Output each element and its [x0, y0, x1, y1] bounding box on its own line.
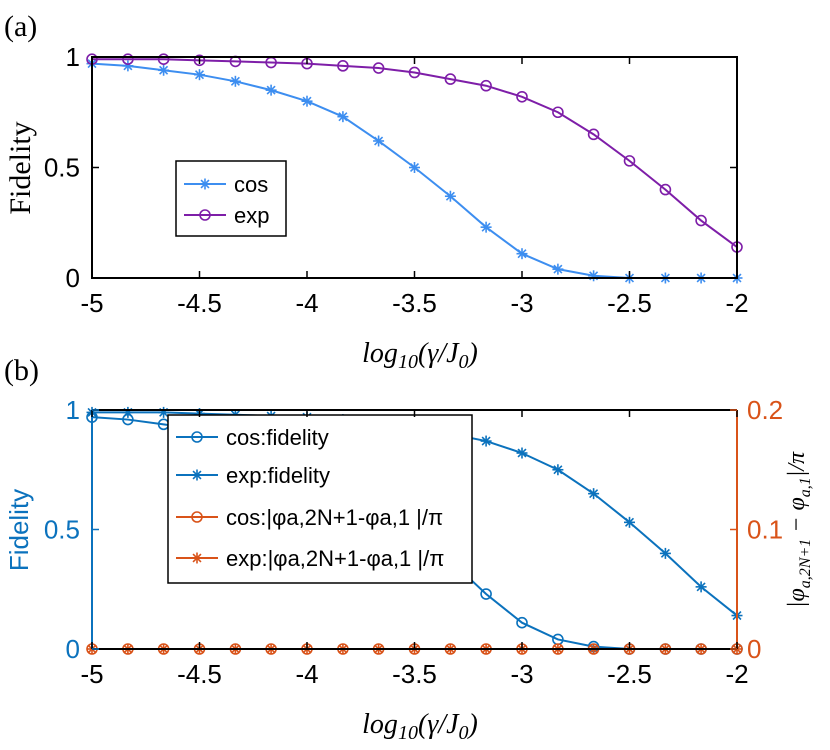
legend-marker-exp [199, 209, 211, 221]
panel-b-point-1-2 [158, 406, 170, 418]
panel-a-point-cos-6 [301, 95, 313, 107]
panel-a-point-exp-11 [480, 79, 492, 92]
panel-b-ytick-right-label: 0 [747, 634, 761, 664]
panel-a-point-exp-8 [372, 62, 385, 74]
panel-a-point-exp-15 [623, 155, 636, 167]
panel-a-point-exp-3 [193, 54, 206, 67]
panel-b-point-1-17 [695, 581, 707, 593]
legend-marker-symbol-exp [199, 209, 211, 221]
panel-a-ytick-label: 0 [66, 263, 80, 293]
panel-a-point-cos-10 [444, 190, 456, 202]
panel-a-xtick-label: -5 [80, 288, 103, 318]
panel-b-ytick-right-label: 0.1 [747, 515, 783, 545]
panel-a-legend-box [175, 160, 287, 237]
panel-b-xlabel: log10(γ/J0) [362, 709, 478, 744]
panel-a-point-exp-1 [122, 53, 134, 66]
panel-b-point-1-11 [480, 435, 492, 447]
panel-b-label: (b) [4, 354, 39, 387]
panel-a-ylabel: Fidelity [4, 121, 37, 214]
panel-a-xtick-label: -3.5 [392, 288, 437, 318]
panel-b-point-1-1 [122, 406, 134, 418]
panel-a: (a) Fidelity -5 -4.5 -4 -3.5 -3 -2.5 -2 0 0.5 1 l… [4, 10, 749, 373]
legend-label-exp: exp [234, 203, 269, 228]
panel-b-legend: cos:fidelity exp:fidelity cos:|φa,2N+1-φa,… [167, 414, 473, 584]
panel-b-point-0-12 [516, 616, 528, 629]
panel-a-point-cos-14 [588, 270, 600, 282]
panel-b: (b) Fidelity |φa,2N+1 − φa,1|/π cos:fide… [4, 354, 814, 744]
panel-b-legend-marker-2 [191, 511, 203, 523]
panel-a-point-exp-9 [408, 66, 421, 79]
panel-a-point-exp-14 [587, 128, 600, 141]
panel-a-point-cos-13 [552, 263, 564, 275]
panel-b-xtick-label: -2.5 [607, 659, 652, 689]
panel-a-xtick-label: -4.5 [177, 288, 222, 318]
panel-b-ytick-left-label: 1 [66, 395, 80, 425]
panel-b-xtick-label: -4 [295, 659, 318, 689]
panel-b-xtick-label: -3 [510, 659, 533, 689]
panel-a-xtick-label: -2.5 [607, 288, 652, 318]
panel-a-point-exp-12 [516, 90, 528, 103]
panel-a-point-cos-12 [516, 248, 528, 260]
panel-b-point-1-13 [552, 464, 564, 476]
panel-b-ytick-right-label: 0.2 [747, 395, 783, 425]
panel-b-legend-label-3: exp:|φa,2N+1-φa,1 |/π [226, 546, 444, 571]
legend-marker-symbol-cos [199, 178, 211, 190]
panel-a-point-exp-2 [157, 53, 170, 66]
panel-a-ytick-label: 0.5 [44, 153, 80, 183]
panel-a-legend: cos exp [175, 160, 287, 237]
panel-b-point-1-15 [624, 516, 635, 528]
panel-a-xlabel: log10(γ/J0) [362, 338, 478, 373]
panel-a-point-exp-7 [337, 60, 349, 72]
legend-marker-cos [199, 178, 211, 190]
panel-b-legend-marker-0 [191, 431, 203, 443]
panel-b-ytick-left-label: 0 [66, 634, 80, 664]
panel-b-ytick-left-label: 0.5 [44, 515, 80, 545]
panel-b-xtick-label: -2 [725, 659, 748, 689]
panel-a-xtick-label: -4 [295, 288, 318, 318]
panel-a-label: (a) [4, 10, 37, 43]
panel-b-ylabel-right: |φa,2N+1 − φa,1|/π [784, 451, 814, 608]
panel-a-point-cos-7 [337, 111, 349, 123]
panel-a-point-cos-5 [265, 84, 277, 96]
panel-a-point-cos-3 [194, 69, 205, 81]
panel-b-ylabel-left: Fidelity [4, 489, 34, 571]
panel-a-ytick-label: 1 [66, 42, 80, 72]
panel-a-point-exp-13 [552, 106, 564, 119]
panel-b-point-1-14 [588, 488, 600, 500]
panel-a-xtick-label: -3 [510, 288, 533, 318]
panel-a-point-cos-11 [480, 221, 492, 233]
panel-b-point-1-16 [659, 547, 671, 559]
panel-b-xtick-label: -5 [80, 659, 103, 689]
panel-a-xtick-label: -2 [725, 288, 748, 318]
panel-a-point-exp-16 [659, 183, 672, 196]
panel-b-xtick-label: -3.5 [392, 659, 437, 689]
panel-b-legend-entries: cos:fidelity exp:fidelity cos:|φa,2N+1-φa,… [176, 425, 444, 571]
panel-b-legend-label-2: cos:|φa,2N+1-φa,1 |/π [226, 505, 443, 530]
panel-a-point-cos-9 [409, 162, 420, 173]
panel-a-point-cos-4 [229, 75, 241, 87]
panel-b-legend-marker-3 [191, 552, 203, 564]
panel-b-point-0-11 [480, 588, 492, 600]
panel-b-legend-marker-1 [191, 469, 203, 481]
panel-a-ticks: -5 -4.5 -4 -3.5 -3 -2.5 -2 0 0.5 1 [44, 42, 749, 318]
panel-a-point-exp-17 [695, 214, 707, 227]
legend-label-cos: cos [234, 172, 268, 197]
panel-b-legend-label-0: cos:fidelity [226, 425, 329, 450]
panel-b-legend-box [167, 414, 473, 584]
panel-a-point-cos-2 [158, 64, 170, 76]
panel-b-point-1-12 [516, 447, 528, 459]
panel-a-point-cos-8 [373, 135, 385, 147]
panel-a-point-exp-10 [444, 73, 457, 85]
panel-b-legend-label-1: exp:fidelity [226, 463, 330, 488]
panel-b-xtick-label: -4.5 [177, 659, 222, 689]
